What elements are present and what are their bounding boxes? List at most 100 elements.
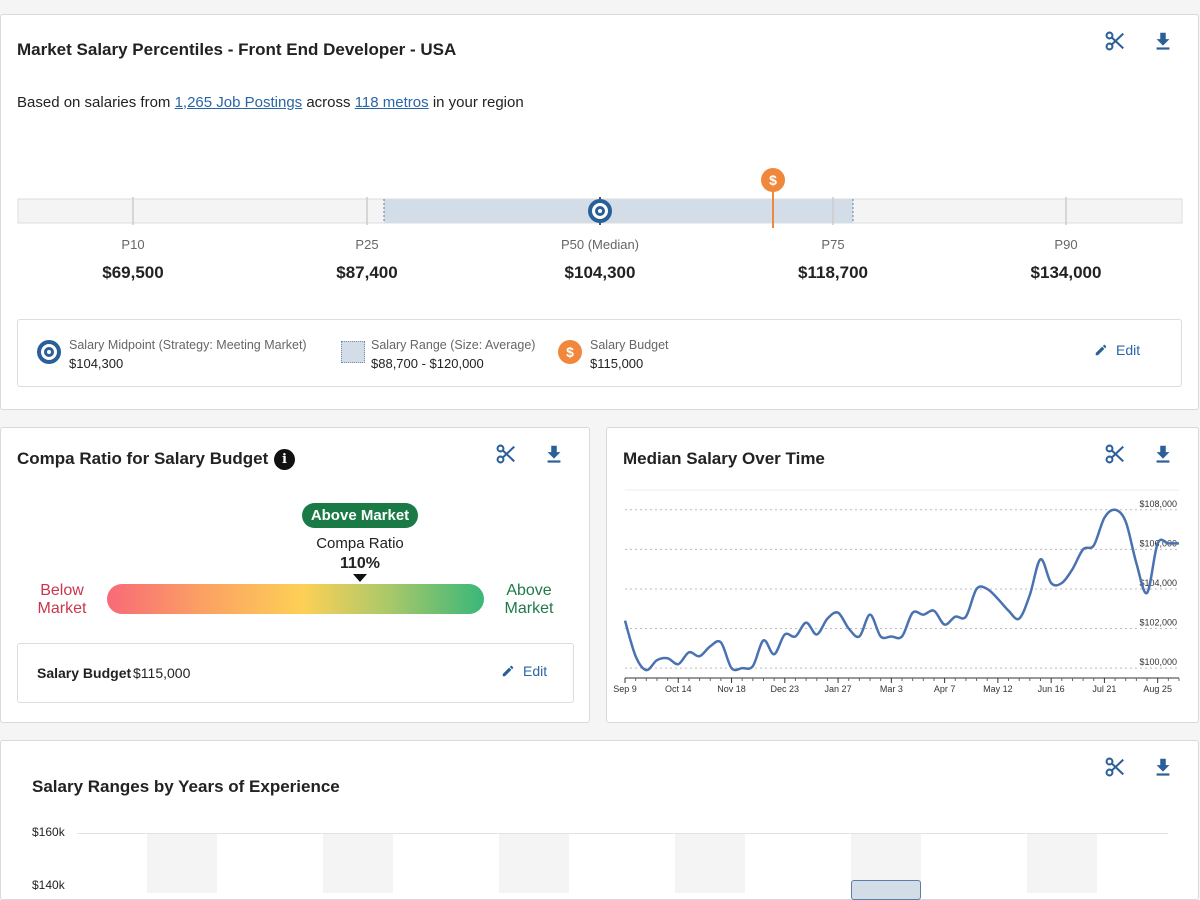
scissors-icon (1105, 444, 1124, 464)
experience-card: Salary Ranges by Years of Experience $16… (0, 740, 1199, 900)
x-tick-label: Oct 14 (665, 684, 692, 694)
x-tick-label: May 12 (983, 684, 1013, 694)
x-tick-label: Aug 25 (1143, 684, 1172, 694)
legend-midpoint-name: Salary Midpoint (Strategy: Meeting Marke… (69, 338, 307, 352)
metros-link[interactable]: 118 metros (354, 94, 429, 111)
download-icon (547, 445, 561, 463)
p90-label: P90 (1054, 237, 1078, 252)
x-tick-label: Dec 23 (771, 684, 800, 694)
x-tick-label: Apr 7 (934, 684, 956, 694)
median-salary-title: Median Salary Over Time (623, 449, 825, 468)
experience-band (323, 833, 393, 893)
median-salary-card: Median Salary Over Time $100,000 $102,000… (606, 427, 1199, 723)
subtitle-text: Based on salaries from (17, 94, 171, 111)
above-market-label: Above Market (488, 582, 570, 618)
ratio-pointer-arrow (353, 574, 367, 582)
percentiles-legend: Salary Midpoint (Strategy: Meeting Marke… (17, 319, 1182, 387)
compa-ratio-title: Compa Ratio for Salary Budget (17, 449, 269, 468)
x-tick-label: Nov 18 (717, 684, 746, 694)
scissors-icon (496, 444, 515, 464)
salary-budget-box: Salary Budget $115,000 Edit (17, 643, 574, 703)
y-tick-label: $108,000 (1139, 499, 1177, 509)
compa-edit-button[interactable]: Edit (501, 663, 547, 679)
percentiles-edit-button[interactable]: Edit (1094, 342, 1140, 358)
legend-range: Salary Range (Size: Average) $88,700 - $… (371, 338, 535, 371)
above-label-line: Market (504, 600, 554, 617)
median-salary-line (623, 508, 1179, 672)
x-tick-label: Jul 21 (1092, 684, 1116, 694)
p25-value: $87,400 (336, 263, 398, 282)
below-label-line: Market (37, 600, 87, 617)
legend-budget-name: Salary Budget (590, 338, 669, 352)
above-label-line: Above (506, 582, 552, 599)
experience-title: Salary Ranges by Years of Experience (32, 777, 340, 796)
compa-gradient-bar (107, 584, 484, 614)
scissors-icon (1105, 757, 1124, 777)
download-button[interactable] (1151, 442, 1175, 466)
legend-midpoint-value: $104,300 (69, 356, 124, 371)
p10-value: $69,500 (102, 263, 164, 282)
salary-budget-label: Salary Budget (37, 665, 132, 681)
x-tick-label: Jun 16 (1038, 684, 1065, 694)
edit-label: Edit (1116, 342, 1141, 358)
percentiles-card: Market Salary Percentiles - Front End De… (0, 14, 1199, 410)
experience-band (1027, 833, 1097, 893)
download-icon (1156, 32, 1170, 50)
p90-value: $134,000 (1030, 263, 1102, 282)
download-icon (1156, 758, 1170, 776)
midpoint-target-icon (588, 199, 612, 223)
legend-midpoint: Salary Midpoint (Strategy: Meeting Marke… (69, 338, 307, 371)
edit-label: Edit (523, 663, 548, 679)
below-market-label: Below Market (21, 582, 103, 618)
scissors-button[interactable] (494, 442, 518, 466)
y-tick-label: $104,000 (1139, 578, 1177, 588)
experience-gridline (77, 833, 1168, 834)
subtitle-text: across (306, 94, 351, 111)
scissors-icon (1105, 31, 1124, 51)
below-label-line: Below (40, 582, 84, 599)
legend-budget-dollar-icon: $ (558, 340, 582, 364)
p75-label: P75 (821, 237, 845, 252)
scissors-button[interactable] (1103, 755, 1127, 779)
legend-midpoint-icon (37, 340, 61, 364)
job-postings-link[interactable]: 1,265 Job Postings (174, 94, 303, 111)
y-tick-label: $102,000 (1139, 618, 1177, 628)
scissors-button[interactable] (1103, 442, 1127, 466)
download-button[interactable] (542, 442, 566, 466)
legend-budget: Salary Budget $115,000 (590, 338, 669, 371)
subtitle-text: in your region (432, 94, 524, 111)
scissors-button[interactable] (1103, 29, 1127, 53)
y-tick-label: $100,000 (1139, 657, 1177, 667)
legend-budget-value: $115,000 (590, 356, 644, 371)
experience-band (499, 833, 569, 893)
budget-dollar-icon: $ (761, 168, 785, 192)
compa-ratio-label: Compa Ratio (316, 535, 404, 552)
above-market-badge: Above Market (302, 503, 418, 528)
experience-y-tick: $160k (32, 825, 65, 839)
p10-label: P10 (121, 237, 145, 252)
median-salary-chart: $100,000$102,000$104,000$106,000$108,000… (613, 489, 1180, 694)
download-button[interactable] (1151, 755, 1175, 779)
download-button[interactable] (1151, 29, 1175, 53)
p50-label: P50 (Median) (560, 237, 640, 252)
compa-ratio-value: 110% (339, 555, 381, 572)
legend-range-swatch (341, 341, 365, 363)
p75-value: $118,700 (798, 263, 868, 282)
compa-ratio-card: Compa Ratio for Salary Budget i Above Ma… (0, 427, 590, 723)
experience-range-bar (851, 880, 921, 900)
x-tick-label: Sep 9 (613, 684, 637, 694)
salary-budget-value: $115,000 (133, 665, 191, 681)
pencil-icon (1095, 344, 1107, 356)
info-icon[interactable]: i (274, 449, 295, 470)
percentiles-title: Market Salary Percentiles - Front End De… (17, 40, 457, 59)
legend-range-name: Salary Range (Size: Average) (371, 338, 536, 352)
p50-value: $104,300 (564, 263, 636, 282)
salary-range-band (384, 199, 853, 223)
experience-band (675, 833, 745, 893)
x-tick-label: Jan 27 (825, 684, 852, 694)
pencil-icon (502, 665, 514, 677)
experience-band (147, 833, 217, 893)
legend-range-value: $88,700 - $120,000 (371, 356, 484, 371)
percentiles-subtitle: Based on salaries from 1,265 Job Posting… (17, 94, 524, 111)
x-tick-label: Mar 3 (880, 684, 903, 694)
